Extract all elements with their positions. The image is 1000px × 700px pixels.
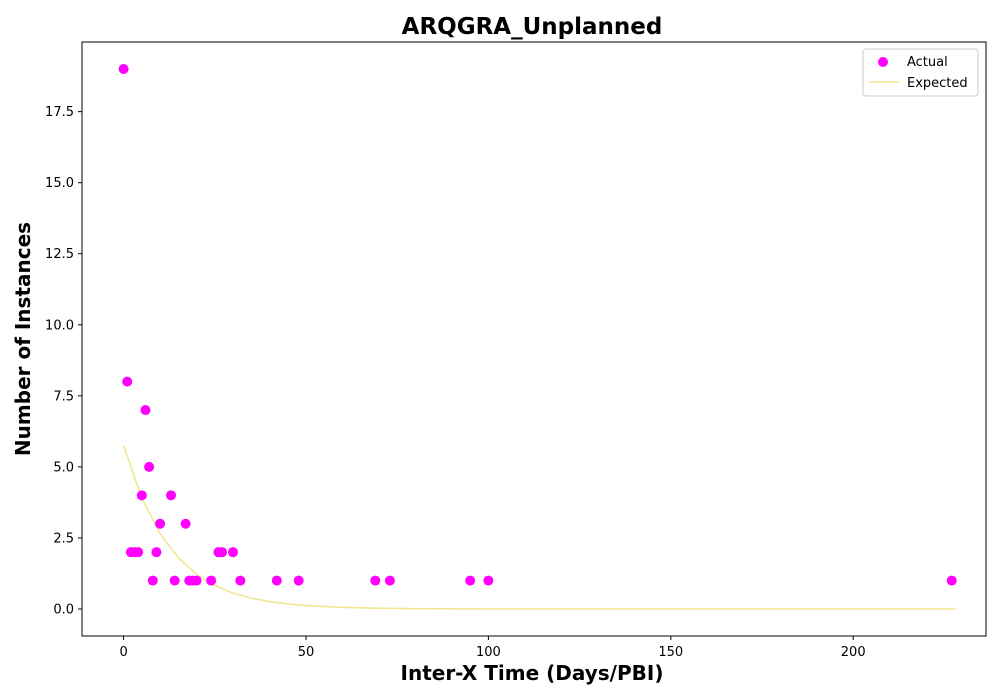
x-tick-label: 200	[841, 645, 866, 660]
legend: Actual Expected	[862, 48, 979, 97]
y-tick-label: 15.0	[45, 176, 74, 191]
x-tick-label: 100	[476, 645, 501, 660]
actual-data-point	[228, 547, 239, 558]
y-tick-label: 5.0	[53, 460, 74, 475]
actual-data-point	[370, 575, 381, 586]
x-tick-label: 150	[658, 645, 683, 660]
axis-ticks: 0 50 100 150 200 0.0 2.5 5.0 7.5 10.0 12.5 15.0 17.5	[45, 105, 866, 660]
x-tick-label: 0	[119, 645, 127, 660]
chart-title: ARQGRA_Unplanned	[402, 14, 663, 40]
actual-data-point	[293, 575, 304, 586]
actual-data-point	[169, 575, 180, 586]
actual-data-point	[946, 575, 957, 586]
y-axis-title: Number of Instances	[11, 222, 35, 456]
actual-data-point	[465, 575, 476, 586]
plot-frame	[81, 41, 987, 637]
actual-data-point	[136, 490, 147, 501]
y-tick-label: 7.5	[53, 389, 74, 404]
actual-data-point	[118, 64, 129, 74]
actual-data-point	[217, 547, 228, 558]
actual-data-point	[155, 518, 166, 529]
x-axis-title: Inter-X Time (Days/PBI)	[401, 661, 664, 685]
actual-data-point	[483, 575, 494, 586]
y-tick-label: 12.5	[45, 247, 74, 262]
legend-box	[862, 48, 979, 97]
legend-actual-marker	[878, 57, 888, 67]
actual-data-point	[235, 575, 246, 586]
actual-data-point	[144, 461, 155, 472]
actual-data-point	[151, 547, 162, 558]
y-tick-label: 10.0	[45, 318, 74, 333]
actual-data-point	[180, 518, 191, 529]
actual-data-point	[122, 376, 133, 387]
actual-data-point	[271, 575, 282, 586]
actual-data-point	[140, 405, 151, 416]
expected-line	[122, 445, 956, 610]
actual-data-point	[147, 575, 158, 586]
actual-data-point	[166, 490, 177, 501]
actual-data-point	[206, 575, 217, 586]
expected-series	[122, 445, 956, 610]
x-tick-label: 50	[298, 645, 315, 660]
y-tick-label: 2.5	[53, 531, 74, 546]
legend-expected-label: Expected	[907, 76, 968, 91]
actual-data-point	[191, 575, 202, 586]
actual-data-point	[384, 575, 395, 586]
actual-data-point	[133, 547, 144, 558]
y-tick-label: 17.5	[45, 105, 74, 120]
legend-actual-label: Actual	[907, 55, 948, 70]
actual-series	[118, 64, 957, 586]
y-tick-label: 0.0	[53, 603, 74, 618]
